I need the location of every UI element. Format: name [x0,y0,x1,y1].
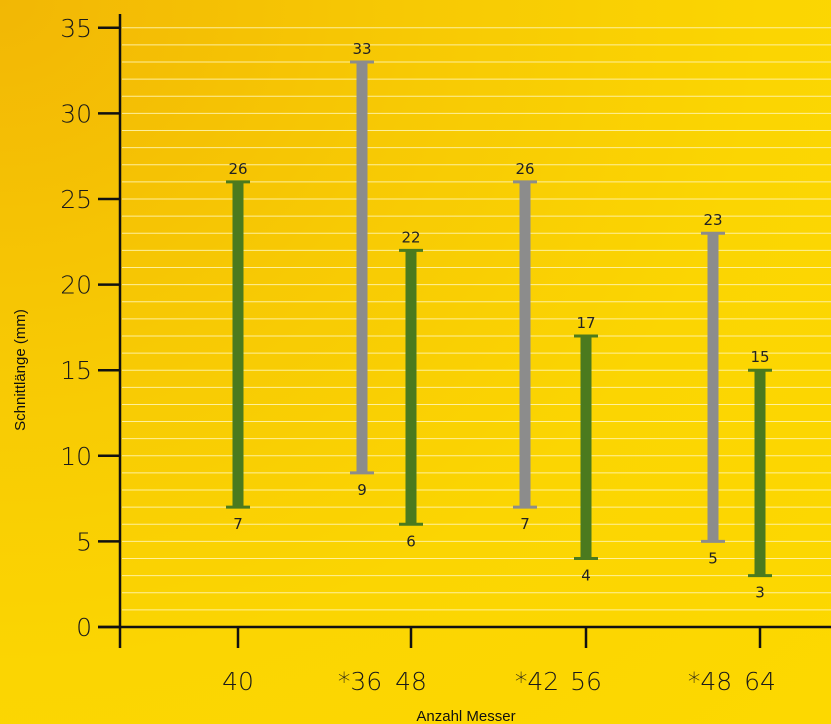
data-label-high: 23 [703,211,722,229]
range-bar [580,335,592,559]
x-tick-label: 40 [222,667,254,696]
data-label-low: 9 [357,481,367,499]
data-labels: 26 7 33 9 22 6 26 7 17 4 23 5 15 3 [228,40,769,602]
data-label-low: 5 [708,549,718,567]
data-label-low: 7 [520,515,530,533]
y-tick-label: 15 [60,356,92,385]
range-bars [226,60,772,578]
range-bar [754,370,766,576]
data-label-high: 15 [750,348,769,366]
y-ticks: 0 5 10 15 20 25 30 35 [60,14,120,642]
data-label-high: 22 [401,228,420,246]
x-tick-label: 64 [744,667,776,696]
x-axis-title: Anzahl Messer [416,708,515,724]
x-tick-label: *48 [688,667,732,696]
y-tick-label: 0 [76,613,92,642]
y-axis-title: Schnittlänge (mm) [12,309,29,431]
data-label-low: 7 [233,515,243,533]
x-tick-label: *42 [515,667,559,696]
data-label-high: 17 [576,314,595,332]
range-bar [707,233,719,542]
gridlines [122,27,831,611]
x-tick-label: *36 [338,667,382,696]
x-tick-label: 56 [570,667,602,696]
y-tick-label: 20 [60,271,92,300]
range-bar [356,62,368,473]
y-tick-label: 35 [60,14,92,43]
range-bar [405,250,417,525]
y-tick-label: 5 [76,527,92,556]
data-label-high: 26 [515,160,534,178]
range-bar [232,181,244,508]
axes [98,14,831,648]
x-tick-label: 48 [395,667,427,696]
y-tick-label: 30 [60,99,92,128]
data-label-low: 3 [755,584,765,602]
y-tick-label: 10 [60,442,92,471]
data-label-low: 6 [406,532,416,550]
range-bar [519,181,531,508]
y-tick-label: 25 [60,185,92,214]
data-label-high: 33 [352,40,371,58]
data-label-low: 4 [581,567,591,585]
data-label-high: 26 [228,160,247,178]
x-ticks: 40 *36 48 *42 56 *48 64 [222,627,776,696]
